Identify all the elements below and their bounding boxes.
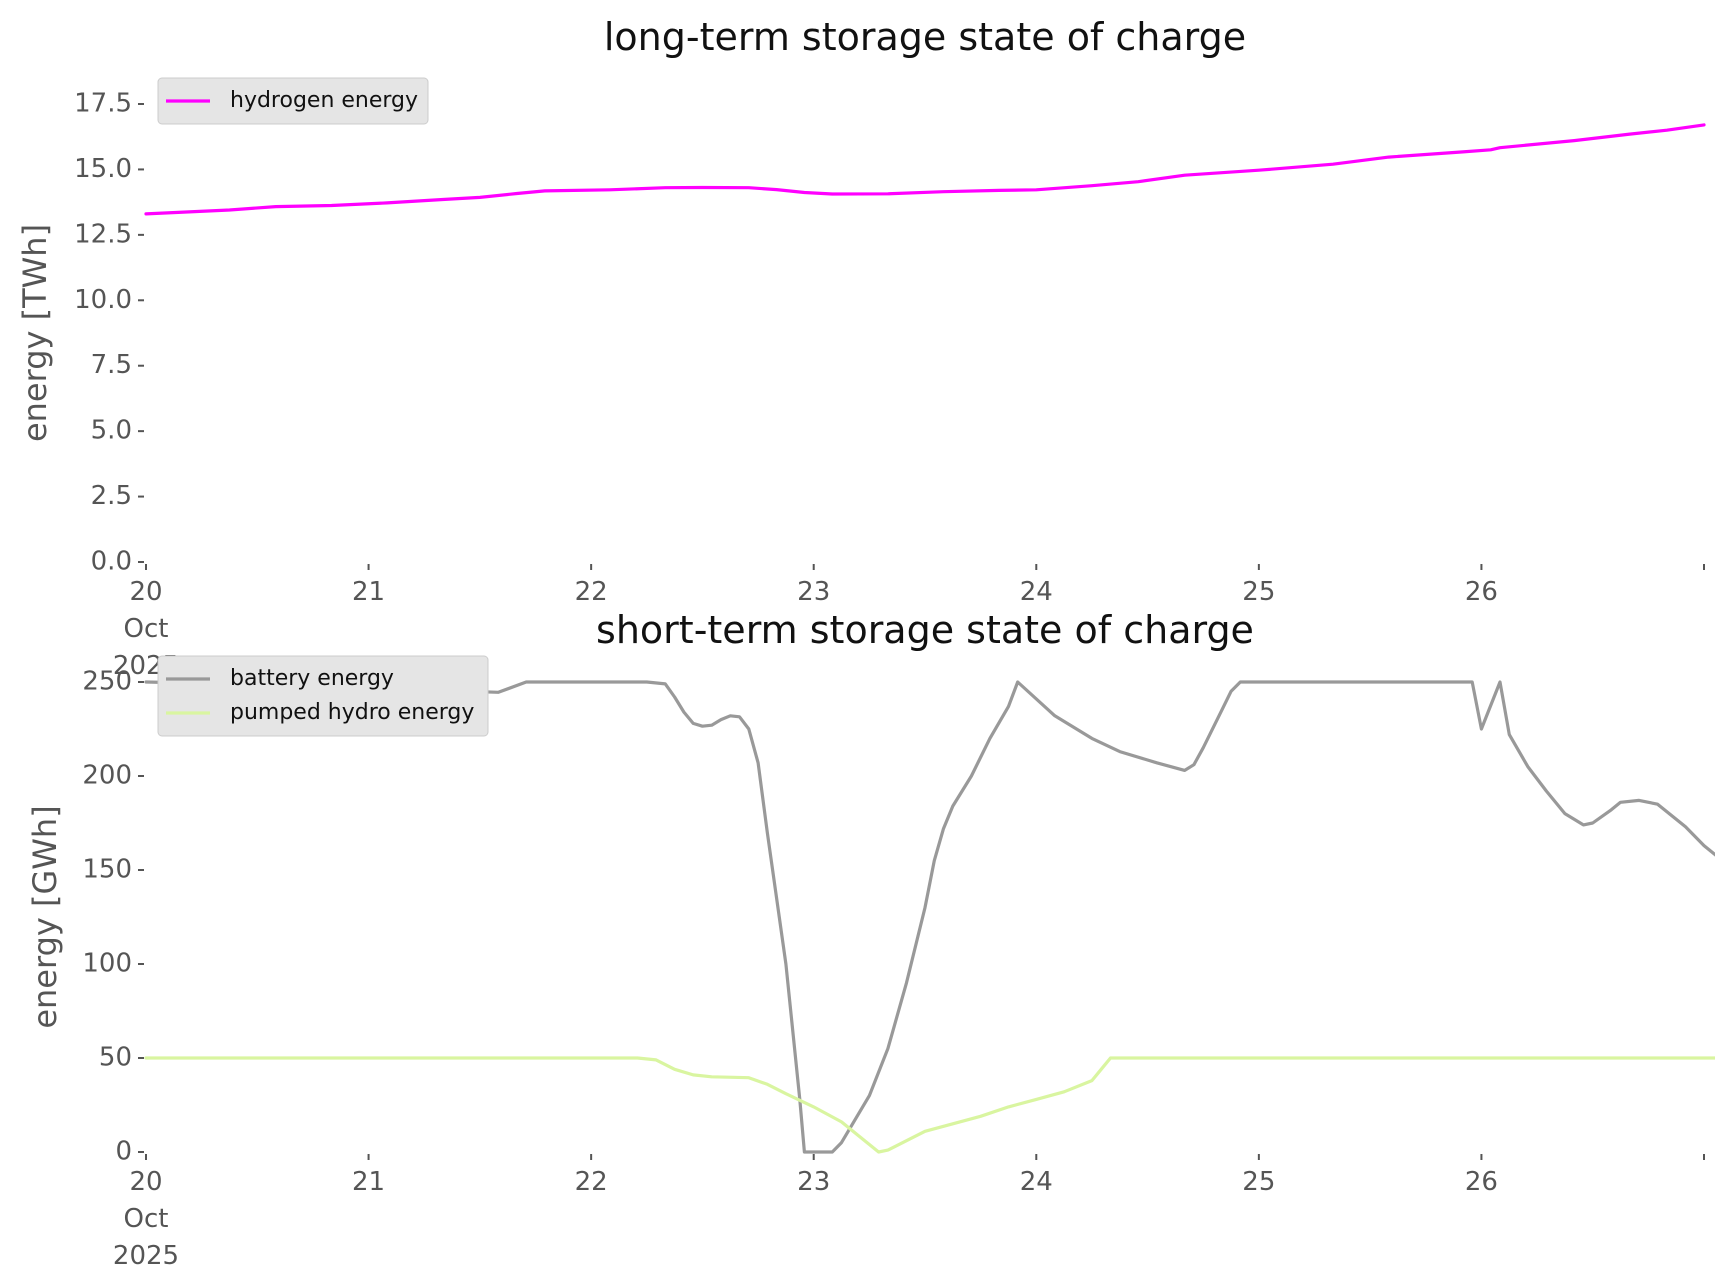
long-term-y-axis-label: energy [TWh] xyxy=(16,224,54,442)
short-term-y-axis-label: energy [GWh] xyxy=(26,805,64,1028)
short-term-xtick-label-0-2: 2025 xyxy=(113,1241,179,1271)
short-term-legend-box xyxy=(157,655,489,737)
short-term-ytick-label-1: 50 xyxy=(99,1043,132,1073)
short-term-ytick-label-4: 200 xyxy=(82,761,132,791)
long-term-xtick-label-6-0: 26 xyxy=(1465,577,1498,607)
long-term-ytick-label-0: 0.0 xyxy=(91,547,132,577)
long-term-ytick-label-2: 5.0 xyxy=(91,416,132,446)
long-term-storage-panel: long-term storage state of charge energy… xyxy=(16,15,1706,681)
short-term-storage-panel: short-term storage state of charge energ… xyxy=(26,608,1715,1271)
long-term-legend: hydrogen energy xyxy=(157,77,429,125)
short-term-series-lines xyxy=(144,680,1715,1154)
long-term-xtick-label-3-0: 23 xyxy=(797,577,830,607)
short-term-ytick-label-0: 0 xyxy=(115,1137,132,1167)
long-term-xtick-label-4-0: 24 xyxy=(1020,577,1053,607)
long-term-xtick-label-0-0: 20 xyxy=(129,577,162,607)
long-term-xtick-label-2-0: 22 xyxy=(575,577,608,607)
long-term-chart-title: long-term storage state of charge xyxy=(604,15,1246,59)
long-term-ytick-label-7: 17.5 xyxy=(74,89,132,119)
long-term-ytick-label-1: 2.5 xyxy=(91,481,132,511)
short-term-series-line-1 xyxy=(144,1056,1715,1154)
short-term-ytick-label-3: 150 xyxy=(82,855,132,885)
long-term-ytick-label-3: 7.5 xyxy=(91,350,132,380)
long-term-xtick-label-0-1: Oct xyxy=(124,614,169,644)
short-term-xtick-label-2-0: 22 xyxy=(575,1167,608,1197)
long-term-xtick-label-5-0: 25 xyxy=(1242,577,1275,607)
short-term-xtick-label-1-0: 21 xyxy=(352,1167,385,1197)
long-term-series-lines xyxy=(144,123,1706,216)
long-term-ytick-label-4: 10.0 xyxy=(74,285,132,315)
short-term-xtick-label-0-0: 20 xyxy=(129,1167,162,1197)
short-term-y-ticks: 0 50 100 150 200 250 xyxy=(82,667,144,1167)
short-term-series-line-0 xyxy=(144,680,1715,1154)
short-term-xtick-label-3-0: 23 xyxy=(797,1167,830,1197)
long-term-series-line-0 xyxy=(144,123,1706,216)
short-term-xtick-label-5-0: 25 xyxy=(1242,1167,1275,1197)
long-term-xtick-label-1-0: 21 xyxy=(352,577,385,607)
short-term-xtick-label-6-0: 26 xyxy=(1465,1167,1498,1197)
short-term-legend-label-0: battery energy xyxy=(230,666,394,691)
short-term-xtick-label-4-0: 24 xyxy=(1020,1167,1053,1197)
short-term-legend-label-1: pumped hydro energy xyxy=(230,700,474,725)
short-term-ytick-label-2: 100 xyxy=(82,949,132,979)
short-term-x-ticks: 20 Oct 2025 21 22 23 24 25 26 xyxy=(113,1154,1705,1271)
short-term-xtick-label-0-1: Oct xyxy=(124,1204,169,1234)
short-term-legend: battery energy pumped hydro energy xyxy=(157,655,489,737)
long-term-y-ticks: 0.0 2.5 5.0 7.5 10.0 12.5 15.0 17.5 xyxy=(74,89,144,577)
short-term-ytick-label-5: 250 xyxy=(82,667,132,697)
short-term-chart-title: short-term storage state of charge xyxy=(596,608,1254,652)
long-term-legend-label-0: hydrogen energy xyxy=(230,88,418,113)
long-term-ytick-label-5: 12.5 xyxy=(74,219,132,249)
long-term-ytick-label-6: 15.0 xyxy=(74,154,132,184)
long-term-legend-box xyxy=(157,77,429,125)
